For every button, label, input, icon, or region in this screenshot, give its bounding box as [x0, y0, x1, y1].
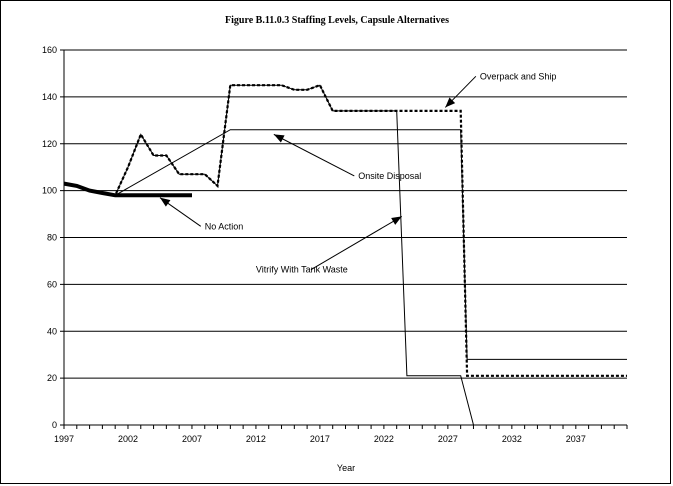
annotation-arrowhead — [391, 216, 402, 225]
annotation-label: Vitrify With Tank Waste — [256, 265, 348, 275]
x-tick-label: 2037 — [566, 434, 586, 444]
y-tick-label: 60 — [47, 279, 57, 289]
y-tick-label: 120 — [42, 139, 57, 149]
axes: 0 20 40 60 80 100 120 140 160 1997 2002 2007 2012 201… — [42, 45, 628, 444]
annotation-label: Overpack and Ship — [480, 71, 557, 81]
annotations: Overpack and Ship Onsite Disposal No Actio… — [159, 71, 557, 275]
series-onsite-disposal — [63, 129, 627, 360]
x-tick-label: 2007 — [182, 434, 202, 444]
annotation-leader — [310, 215, 403, 271]
annotation-arrowhead — [159, 197, 171, 207]
x-tick-label: 2027 — [438, 434, 458, 444]
annotation-arrowhead — [273, 134, 285, 143]
x-tick-label: 2002 — [118, 434, 138, 444]
chart-title: Figure B.11.0.3 Staffing Levels, Capsule… — [225, 15, 449, 26]
y-tick-label: 160 — [42, 45, 57, 55]
series-vitrify-with-tank-waste — [63, 84, 474, 426]
series-no-action — [63, 181, 192, 198]
x-tick-label: 1997 — [54, 434, 74, 444]
series-overpack-and-ship — [63, 83, 627, 377]
y-tick-label: 0 — [52, 420, 57, 430]
y-tick-label: 100 — [42, 186, 57, 196]
x-tick-label: 2012 — [246, 434, 266, 444]
annotation-label: No Action — [205, 221, 244, 231]
x-tick-label: 2022 — [374, 434, 394, 444]
series-group — [63, 83, 627, 426]
y-tick-label: 140 — [42, 92, 57, 102]
annotation-label: Onsite Disposal — [358, 171, 421, 181]
y-tick-label: 80 — [47, 233, 57, 243]
y-tick-label: 40 — [47, 326, 57, 336]
x-tick-label: 2032 — [502, 434, 522, 444]
grid-lines — [64, 49, 627, 379]
x-axis-label: Year — [337, 463, 355, 473]
x-tick-label: 2017 — [310, 434, 330, 444]
y-tick-label: 20 — [47, 373, 57, 383]
annotation-leader — [273, 133, 355, 177]
annotation-arrowhead — [445, 97, 456, 108]
